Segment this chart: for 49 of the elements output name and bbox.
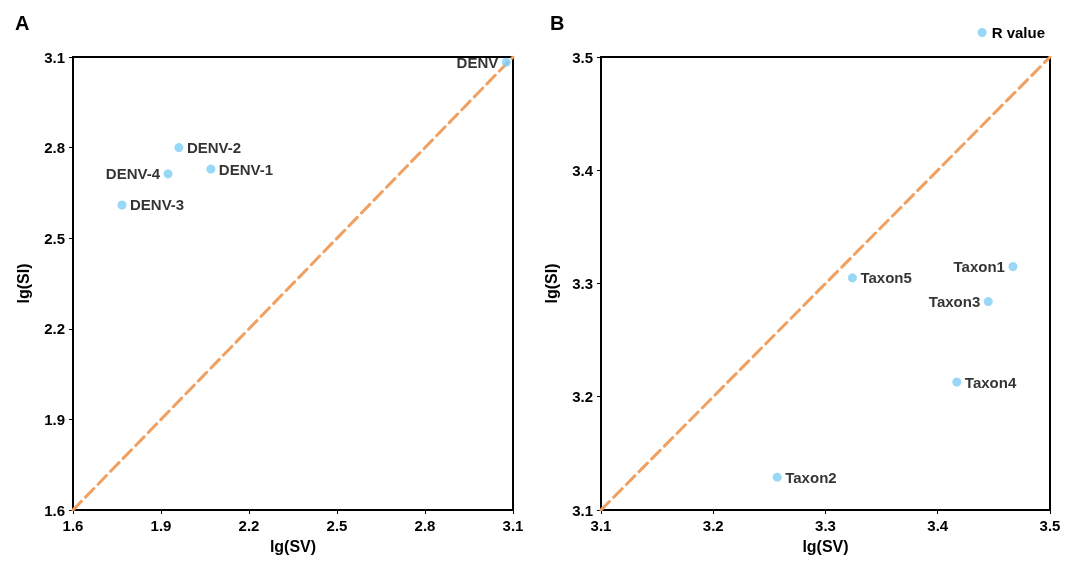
y-tick-label: 3.4 [572, 161, 594, 179]
point [206, 164, 216, 174]
point [772, 472, 782, 482]
annotation: Taxon1 [953, 258, 1005, 276]
y-tick-label: 1.6 [44, 501, 65, 519]
point [174, 143, 184, 153]
annotation: DENV-1 [218, 160, 274, 178]
y-tick-label: 3.1 [572, 501, 593, 519]
x-axis-title: lg(SV) [269, 537, 317, 555]
chart-title: B [550, 12, 565, 34]
annotation: Taxon5 [860, 269, 912, 287]
x-tick-label: 2.8 [414, 517, 436, 534]
chart-title: A [15, 12, 30, 34]
point [117, 200, 127, 210]
x-tick-label: 3.5 [1039, 517, 1061, 534]
y-tick-label: 2.8 [44, 139, 65, 157]
x-tick-label: 3.2 [702, 517, 724, 534]
x-tick-label: 2.2 [238, 517, 260, 534]
point [952, 377, 962, 387]
annotation: Taxon3 [928, 293, 981, 311]
y-tick-label: 3.3 [572, 275, 593, 292]
x-tick-label: 3.1 [590, 517, 612, 534]
x-tick-label: 1.9 [150, 517, 172, 534]
y-tick-label: 2.5 [44, 229, 65, 247]
point [847, 273, 857, 283]
x-tick-label: 3.1 [502, 517, 524, 534]
point [1008, 262, 1018, 272]
x-tick-label: 3.4 [927, 517, 949, 534]
y-axis-title: lg(SI) [542, 263, 560, 304]
y-tick-label: 3.2 [572, 388, 593, 406]
point [163, 169, 173, 179]
point [501, 57, 511, 67]
x-tick-label: 1.6 [62, 517, 84, 534]
y-tick-label: 2.2 [44, 320, 65, 338]
annotation: DENV-2 [186, 139, 242, 157]
annotation: DENV-4 [105, 165, 161, 183]
y-tick-label: 1.9 [44, 410, 65, 428]
y-tick-label: 3.1 [44, 48, 65, 66]
x-axis-title: lg(SV) [802, 537, 849, 555]
point [983, 297, 993, 307]
y-axis-title: lg(SI) [14, 263, 32, 304]
x-tick-label: 2.5 [326, 517, 348, 534]
annotation: DENV-3 [129, 196, 185, 214]
legend-label: R value [991, 24, 1045, 41]
x-tick-label: 3.3 [815, 517, 836, 534]
annotation: Taxon4 [964, 373, 1017, 391]
annotation: DENV [456, 53, 499, 71]
y-tick-label: 3.5 [572, 48, 593, 66]
annotation: Taxon2 [785, 468, 837, 486]
